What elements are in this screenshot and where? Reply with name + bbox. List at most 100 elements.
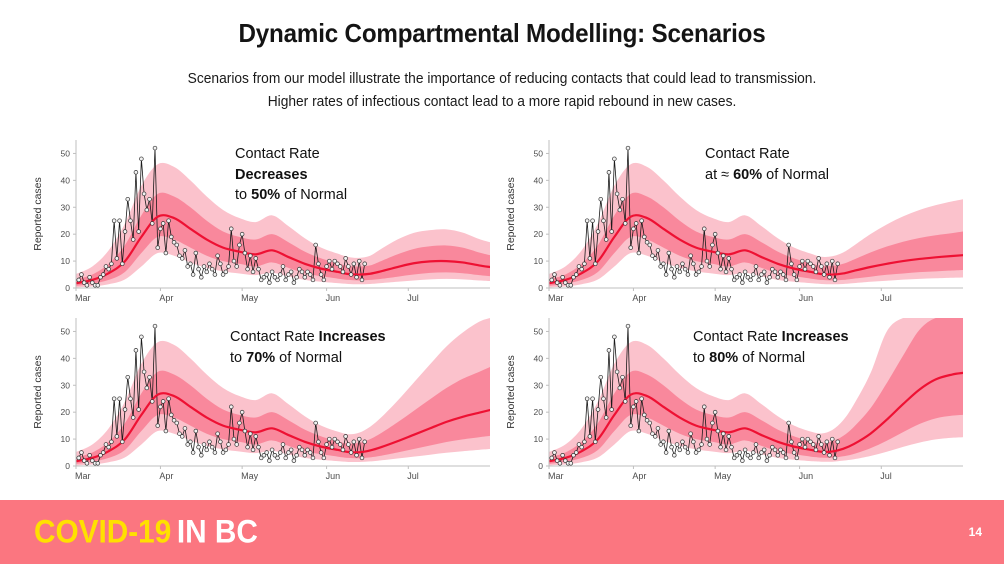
median-line xyxy=(76,392,490,463)
observed-point xyxy=(310,277,316,283)
observed-point xyxy=(253,256,259,261)
observed-point xyxy=(688,253,693,258)
observed-point xyxy=(316,439,321,445)
observed-point xyxy=(136,407,141,412)
observed-point xyxy=(193,428,199,434)
observed-point xyxy=(302,274,308,280)
observed-point xyxy=(560,452,565,458)
y-tick-label: 50 xyxy=(61,148,71,158)
observed-point xyxy=(190,450,196,455)
observed-point xyxy=(346,442,351,447)
observed-point xyxy=(745,452,751,458)
observed-line xyxy=(78,326,366,465)
observed-point xyxy=(780,450,786,455)
observed-point xyxy=(256,444,261,450)
observed-point xyxy=(327,436,332,442)
observed-point xyxy=(335,439,340,445)
observed-point xyxy=(552,272,557,277)
annotation-emphasis: Increases xyxy=(781,329,849,345)
annotation-text: Contact Rate xyxy=(693,329,782,345)
observed-point xyxy=(598,374,603,380)
observed-point xyxy=(587,434,593,439)
observed-point xyxy=(321,455,327,461)
x-tick-label: Jun xyxy=(799,293,814,303)
observed-point xyxy=(182,426,188,431)
observed-point xyxy=(786,242,791,248)
observed-point xyxy=(647,242,653,248)
page-number: 14 xyxy=(968,525,982,539)
observed-point xyxy=(584,396,590,401)
observed-point xyxy=(751,450,756,455)
observed-point xyxy=(791,450,797,455)
observed-point xyxy=(620,196,625,202)
observed-point xyxy=(242,428,248,434)
observed-point xyxy=(606,348,612,353)
y-tick-label: 30 xyxy=(534,380,544,390)
observed-point xyxy=(677,447,682,453)
observed-point xyxy=(617,385,623,391)
observed-point xyxy=(685,272,691,277)
observed-point xyxy=(229,226,234,232)
subtitle-line-1: Scenarios from our model illustrate the … xyxy=(187,71,817,87)
observed-point xyxy=(125,374,130,380)
observed-point xyxy=(775,274,781,280)
observed-point xyxy=(677,269,682,275)
footer-bar xyxy=(0,500,1004,564)
brand-secondary: IN BC xyxy=(176,513,258,550)
observed-point xyxy=(199,274,204,280)
x-tick-label: May xyxy=(714,471,732,481)
observed-point xyxy=(756,455,761,461)
observed-point xyxy=(207,439,212,445)
observed-point xyxy=(802,444,808,450)
observed-point xyxy=(576,442,582,447)
observed-point xyxy=(753,442,759,447)
observed-point xyxy=(103,264,109,269)
observed-point xyxy=(783,277,789,283)
observed-point xyxy=(661,261,666,267)
observed-point xyxy=(269,447,275,453)
observed-point xyxy=(139,156,144,162)
observed-point xyxy=(723,269,729,275)
observed-point xyxy=(734,274,740,280)
observed-point xyxy=(601,396,606,401)
observed-point xyxy=(120,439,125,445)
observed-point xyxy=(764,280,770,285)
observed-point xyxy=(310,455,316,461)
observed-point xyxy=(770,266,775,272)
observed-point xyxy=(737,450,742,455)
observed-point xyxy=(696,447,702,453)
y-tick-label: 40 xyxy=(534,353,544,363)
annotation-line: Contact Rate xyxy=(235,144,347,165)
annotation-text: Contact Rate xyxy=(235,146,320,162)
observed-point xyxy=(177,431,182,436)
observed-point xyxy=(797,264,802,269)
observed-point xyxy=(827,452,832,458)
observed-point xyxy=(95,461,101,466)
observed-point xyxy=(821,450,827,455)
observed-point xyxy=(269,269,275,275)
observed-point xyxy=(95,283,101,288)
observed-point xyxy=(299,447,305,453)
x-tick-label: Jun xyxy=(326,471,341,481)
observed-point xyxy=(215,253,220,258)
observed-point xyxy=(680,261,685,267)
observed-point xyxy=(147,374,152,380)
observed-point xyxy=(761,269,767,275)
observed-point xyxy=(158,404,163,410)
x-tick-label: Mar xyxy=(548,293,564,303)
observed-point xyxy=(674,442,680,447)
observed-point xyxy=(327,258,332,264)
observed-point xyxy=(90,280,95,285)
annotation-emphasis: 70% xyxy=(246,349,276,366)
observed-point xyxy=(351,261,357,267)
observed-point xyxy=(682,266,688,272)
observed-point xyxy=(114,434,120,439)
observed-point xyxy=(278,450,283,455)
observed-point xyxy=(128,218,133,223)
observed-point xyxy=(234,442,239,447)
observed-point xyxy=(821,272,827,277)
observed-point xyxy=(729,444,734,450)
observed-point xyxy=(655,426,661,431)
observed-point xyxy=(682,444,688,450)
observed-point xyxy=(103,442,109,447)
